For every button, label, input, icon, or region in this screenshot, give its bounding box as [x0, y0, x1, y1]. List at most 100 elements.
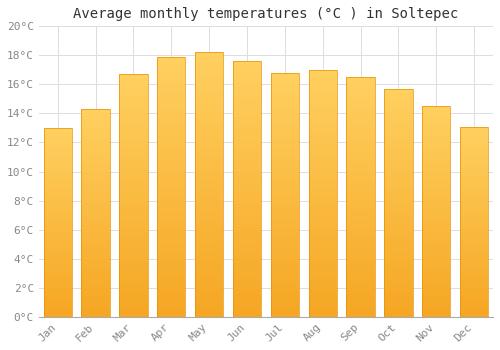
Bar [308, 183, 337, 186]
Bar [233, 227, 261, 230]
Bar [233, 64, 261, 66]
Bar [270, 217, 299, 219]
Bar [44, 217, 72, 219]
Bar [119, 203, 148, 205]
Bar [308, 218, 337, 220]
Bar [82, 219, 110, 221]
Bar [346, 118, 375, 120]
Bar [233, 253, 261, 255]
Bar [233, 296, 261, 299]
Bar [44, 153, 72, 154]
Bar [119, 302, 148, 304]
Bar [346, 183, 375, 185]
Bar [460, 214, 488, 216]
Bar [346, 180, 375, 183]
Bar [346, 269, 375, 271]
Bar [346, 214, 375, 216]
Bar [346, 79, 375, 82]
Bar [157, 72, 186, 75]
Bar [422, 289, 450, 292]
Bar [308, 250, 337, 253]
Bar [270, 97, 299, 100]
Bar [44, 215, 72, 217]
Bar [308, 206, 337, 208]
Bar [195, 208, 224, 211]
Bar [384, 228, 412, 230]
Bar [82, 169, 110, 172]
Bar [308, 280, 337, 282]
Bar [119, 210, 148, 212]
Bar [82, 269, 110, 271]
Bar [422, 132, 450, 134]
Bar [384, 230, 412, 232]
Bar [270, 75, 299, 78]
Bar [195, 259, 224, 261]
Bar [119, 118, 148, 120]
Bar [82, 267, 110, 269]
Bar [384, 239, 412, 241]
Bar [460, 180, 488, 182]
Bar [44, 194, 72, 196]
Bar [422, 112, 450, 114]
Bar [346, 266, 375, 269]
Bar [422, 279, 450, 281]
Bar [270, 304, 299, 307]
Bar [233, 209, 261, 212]
Bar [308, 201, 337, 203]
Bar [422, 247, 450, 250]
Bar [308, 211, 337, 213]
Bar [157, 163, 186, 166]
Bar [270, 309, 299, 312]
Bar [82, 296, 110, 298]
Bar [460, 281, 488, 282]
Bar [82, 148, 110, 150]
Bar [233, 143, 261, 146]
Bar [119, 232, 148, 234]
Bar [44, 266, 72, 268]
Bar [308, 146, 337, 149]
Bar [346, 187, 375, 190]
Bar [422, 140, 450, 142]
Bar [384, 198, 412, 201]
Bar [460, 216, 488, 218]
Bar [195, 256, 224, 259]
Bar [270, 300, 299, 302]
Bar [270, 153, 299, 156]
Bar [44, 143, 72, 145]
Bar [270, 78, 299, 80]
Bar [119, 174, 148, 176]
Bar [157, 257, 186, 260]
Bar [157, 135, 186, 138]
Bar [422, 230, 450, 232]
Bar [157, 215, 186, 218]
Bar [270, 129, 299, 131]
Bar [82, 196, 110, 198]
Bar [422, 243, 450, 245]
Bar [308, 230, 337, 233]
Bar [82, 111, 110, 113]
Bar [82, 209, 110, 211]
Bar [308, 174, 337, 176]
Bar [157, 283, 186, 286]
Bar [233, 148, 261, 150]
Bar [157, 101, 186, 104]
Bar [82, 225, 110, 228]
Bar [157, 267, 186, 270]
Bar [82, 215, 110, 217]
Bar [346, 199, 375, 202]
Bar [384, 271, 412, 273]
Bar [270, 168, 299, 170]
Bar [157, 109, 186, 111]
Bar [384, 241, 412, 244]
Bar [346, 195, 375, 197]
Bar [422, 165, 450, 167]
Bar [82, 257, 110, 259]
Bar [195, 314, 224, 317]
Bar [233, 112, 261, 115]
Bar [270, 275, 299, 278]
Bar [460, 204, 488, 206]
Bar [195, 201, 224, 203]
Bar [460, 132, 488, 134]
Bar [308, 300, 337, 302]
Bar [270, 183, 299, 185]
